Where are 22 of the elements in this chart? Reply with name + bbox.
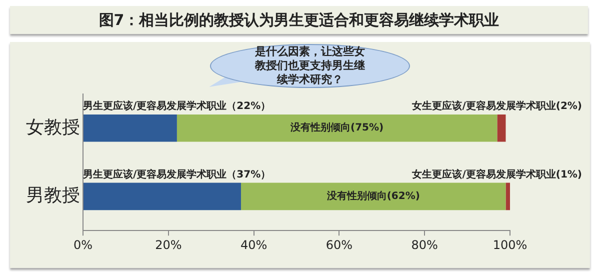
chart-title: 图7：相当比例的教授认为男生更适合和更容易继续学术职业 (10, 6, 588, 34)
bar (506, 182, 510, 210)
x-tick-label: 40% (240, 238, 268, 252)
data-label: 没有性别倾向(75%) (290, 122, 384, 134)
data-label: 男生更应该/更容易发展学术职业（37%） (82, 168, 271, 180)
data-label: 没有性别倾向(62%) (326, 190, 420, 202)
text: 是什么因素，让这些女教授们也更支持男生继续学术研究？ (254, 45, 366, 87)
data-label: 女生更应该/更容易发展学术职业(1%) (411, 168, 582, 180)
x-tick-label: 20% (155, 238, 182, 252)
bar (176, 114, 498, 142)
bar (84, 114, 177, 142)
x-tick-label: 60% (326, 238, 353, 252)
x-tick-label: 100% (492, 238, 528, 252)
y-tick-label: 女教授 (26, 116, 80, 138)
x-tick-label: 0% (73, 238, 93, 252)
bar (497, 114, 506, 142)
y-tick-label: 男教授 (26, 185, 80, 206)
bar (84, 182, 241, 210)
x-tick-label: 80% (411, 238, 438, 252)
bar (240, 182, 506, 210)
data-label: 男生更应该/更容易发展学术职业（22%） (82, 100, 271, 112)
data-label: 女生更应该/更容易发展学术职业(2%) (411, 100, 582, 112)
